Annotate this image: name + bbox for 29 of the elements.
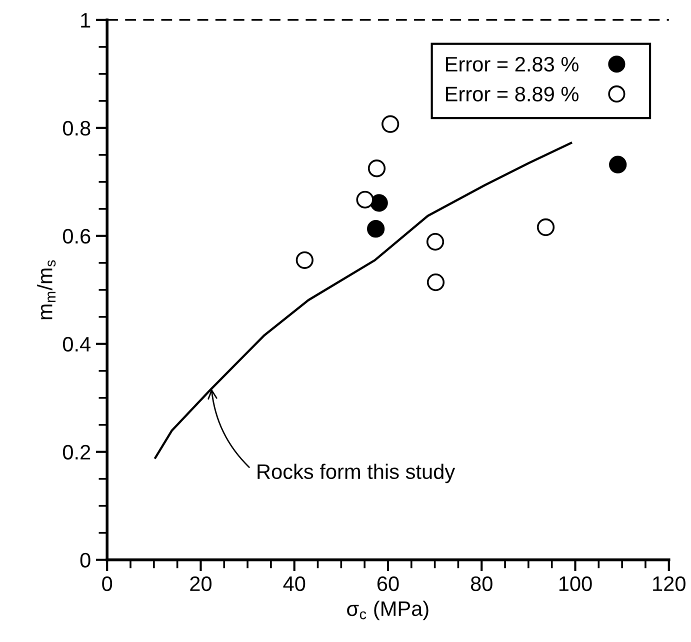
point — [426, 273, 445, 292]
point — [609, 156, 627, 174]
y-tick-label: 0.2 — [62, 444, 90, 460]
point — [370, 194, 388, 212]
point — [367, 220, 385, 238]
line-series — [154, 142, 572, 459]
x-tick-label: 80 — [470, 576, 492, 592]
x-tick-label: 0 — [102, 576, 112, 592]
point — [536, 218, 555, 236]
point — [382, 115, 400, 133]
x-tick-label: 60 — [377, 576, 399, 592]
y-tick-label: 1 — [81, 13, 90, 28]
x-tick-label: 120 — [653, 576, 686, 592]
annotation: Rocks form this study — [258, 464, 456, 484]
x-tick-label: 40 — [283, 576, 306, 592]
x-axis-title: σ$_{c}$ (MPa) — [347, 600, 428, 620]
y-tick-label: 0 — [80, 552, 90, 568]
y-tick-label: 0.4 — [62, 336, 91, 352]
point — [296, 251, 314, 269]
y-tick-label: 0.6 — [62, 228, 90, 244]
legend-label: Error = 2.83 % — [446, 56, 578, 72]
point — [368, 160, 386, 178]
y-tick-label: 0.8 — [62, 120, 90, 136]
x-tick-label: 100 — [559, 576, 592, 592]
y-axis-title: m$_{m}$/m$_{s}$ — [37, 260, 56, 320]
legend-label: Error = 8.89 % — [446, 86, 578, 102]
point — [426, 232, 444, 251]
x-tick-label: 20 — [190, 576, 212, 592]
point — [356, 190, 374, 209]
